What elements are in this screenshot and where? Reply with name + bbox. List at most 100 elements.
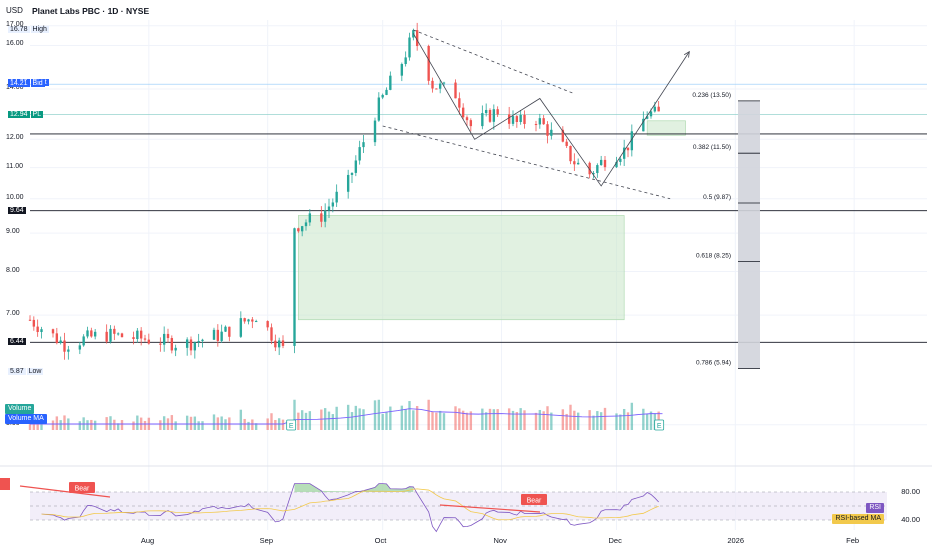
volume-bar [113,419,116,430]
candle [465,117,469,121]
candle [515,116,519,122]
volume-bar [293,399,296,430]
volume-bar [588,410,591,430]
volume-bar [136,415,139,430]
candle [120,333,124,338]
candle [408,37,411,58]
volume-bar [492,409,496,430]
bear-label: Bear [527,498,542,505]
candle [28,319,32,321]
volume-bar [592,415,595,430]
volume-bar [496,409,499,430]
candle [404,57,407,65]
volume-bar [162,416,166,430]
candle [350,172,354,175]
volume-bar [358,408,361,430]
candle [458,98,461,108]
volume-bar [454,406,457,430]
candle [55,333,59,344]
candle [642,118,645,132]
candle [251,319,254,322]
volume-bar [389,406,392,430]
candle [546,124,549,136]
candle [274,340,277,348]
price-tag: 12.94 PL [5,110,46,120]
volume-bar [404,409,407,430]
volume-bar [488,408,492,430]
candle [442,82,446,84]
candle [649,111,653,117]
volume-bar [116,423,120,430]
volume-bar [649,411,653,430]
volume-bar [220,416,223,430]
candle [488,109,492,122]
candle [645,116,649,119]
volume-bar [645,413,649,430]
volume-bar [408,401,411,430]
price-tag-value: 6.44 [8,338,26,346]
candle [32,319,36,327]
volume-bar [431,411,434,430]
candle [162,333,166,345]
bear-divergence-line [19,485,111,498]
volume-legend: Volume MA [5,414,47,424]
candle [281,340,285,346]
candle [435,88,438,90]
volume-bar [519,408,522,430]
x-axis-tick-label: 2026 [727,536,745,545]
volume-bar [465,412,469,430]
y-axis-tick-label: 16.00 [6,40,24,48]
rsi-tick-label: 40.00 [901,515,920,524]
volume-bar [331,414,335,430]
volume-bar [619,414,622,430]
candle [565,141,568,146]
candle [362,142,365,148]
trendline [413,29,575,95]
price-tag-label: Bid [30,80,45,88]
volume-bar [511,410,515,430]
price-tag-value: 5.87 [8,368,26,376]
candle [59,340,62,344]
candle [427,46,430,81]
fib-bar [738,100,760,369]
candle [105,331,108,342]
candle [331,202,335,207]
candle [270,327,273,341]
volume-bar [185,415,189,430]
volume-bar [599,412,603,430]
volume-bar [297,412,300,430]
candle [293,228,296,346]
candle [36,326,39,333]
candle [277,340,281,348]
candle [116,333,120,335]
volume-bar [170,415,174,430]
x-axis-tick-label: Oct [374,536,387,545]
price-tag: 5.87 Low [5,367,46,377]
candle [657,106,660,112]
candle [308,213,312,223]
candle [534,124,538,126]
candle [147,339,151,344]
trendline [382,125,671,200]
candle [51,329,55,334]
candle [354,160,358,173]
candle [492,109,496,122]
x-axis-tick-label: Nov [493,536,507,545]
candle [304,222,308,227]
volume-bar [239,409,243,430]
volume-bar [626,412,630,430]
volume-bar [327,411,331,430]
volume-bar [538,409,542,430]
candle [327,206,331,211]
fib-level-label: 0.5 (9.87) [703,194,731,201]
candle [78,345,82,350]
volume-bar [362,409,365,430]
volume-bar [132,421,135,430]
volume-bar [561,409,565,430]
volume-bar [461,410,465,430]
projection-path [412,33,690,187]
x-axis-tick-label: Feb [846,536,860,545]
volume-bar [193,416,197,430]
volume-bar [63,415,66,430]
